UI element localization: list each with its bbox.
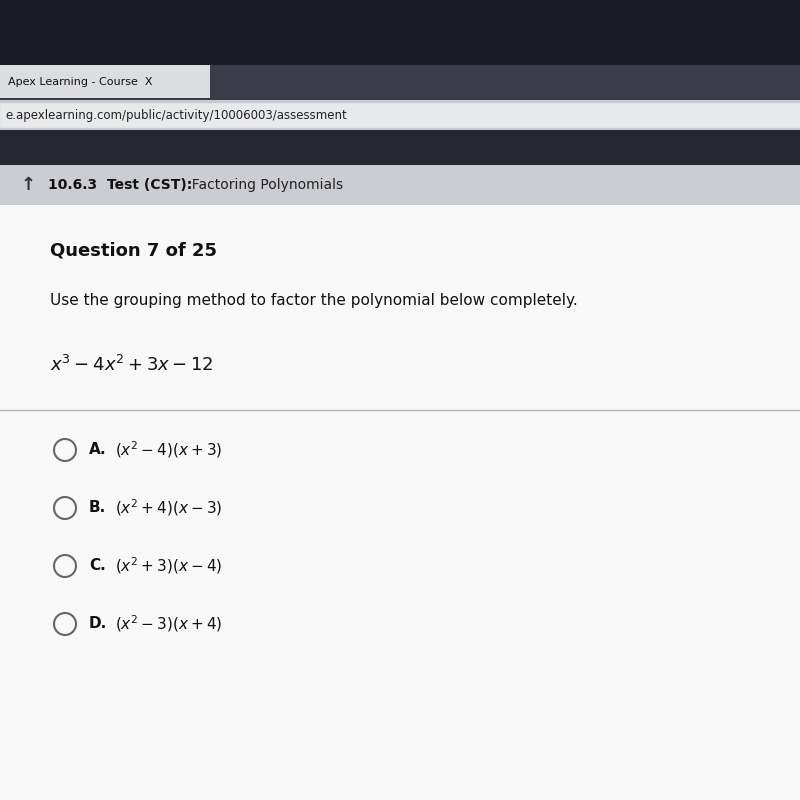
Text: e.apexlearning.com/public/activity/10006003/assessment: e.apexlearning.com/public/activity/10006… [5,109,346,122]
Text: D.: D. [89,617,107,631]
Bar [0,130,800,165]
Text: $(x^2 - 4)(x + 3)$: $(x^2 - 4)(x + 3)$ [115,440,222,460]
Text: C.: C. [89,558,106,574]
Text: ↑: ↑ [21,176,35,194]
Bar [0,100,800,130]
Text: Factoring Polynomials: Factoring Polynomials [183,178,343,192]
Bar [0,103,800,127]
Text: Use the grouping method to factor the polynomial below completely.: Use the grouping method to factor the po… [50,293,578,307]
Bar [0,205,800,800]
Bar [0,65,800,100]
Bar [0,165,800,205]
Text: $x^3 - 4x^2 + 3x - 12$: $x^3 - 4x^2 + 3x - 12$ [50,355,214,375]
Text: B.: B. [89,501,106,515]
Text: $(x^2 + 3)(x - 4)$: $(x^2 + 3)(x - 4)$ [115,556,222,576]
Text: $(x^2 + 4)(x - 3)$: $(x^2 + 4)(x - 3)$ [115,498,222,518]
Bar [0,0,800,65]
Text: Apex Learning - Course  X: Apex Learning - Course X [8,77,153,87]
Text: Question 7 of 25: Question 7 of 25 [50,241,217,259]
Text: 10.6.3  Test (CST):: 10.6.3 Test (CST): [48,178,192,192]
Bar [0,65,210,98]
Text: $(x^2 - 3)(x + 4)$: $(x^2 - 3)(x + 4)$ [115,614,222,634]
Text: A.: A. [89,442,106,458]
